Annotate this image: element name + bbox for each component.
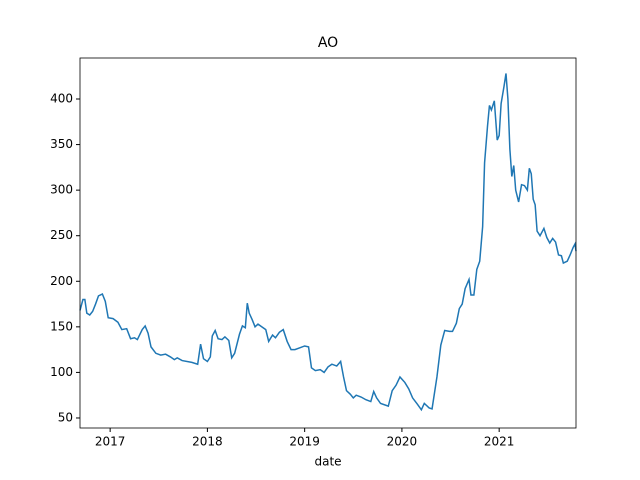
chart-title: AO [318, 35, 338, 51]
y-tick-label: 350 [50, 137, 73, 151]
x-tick-label: 2021 [484, 435, 515, 449]
x-tick-label: 2019 [289, 435, 320, 449]
y-tick-label: 50 [58, 410, 73, 424]
y-tick-label: 100 [50, 365, 73, 379]
axes-frame [79, 57, 577, 429]
x-axis-label: date [314, 455, 341, 469]
x-tick-label: 2018 [192, 435, 223, 449]
y-tick-label: 400 [50, 92, 73, 106]
data-line [79, 73, 577, 412]
y-tick-label: 150 [50, 319, 73, 333]
y-tick-label: 200 [50, 274, 73, 288]
y-tick-label: 300 [50, 183, 73, 197]
x-tick-label: 2017 [95, 435, 126, 449]
x-tick-label: 2020 [387, 435, 418, 449]
y-tick-label: 250 [50, 228, 73, 242]
